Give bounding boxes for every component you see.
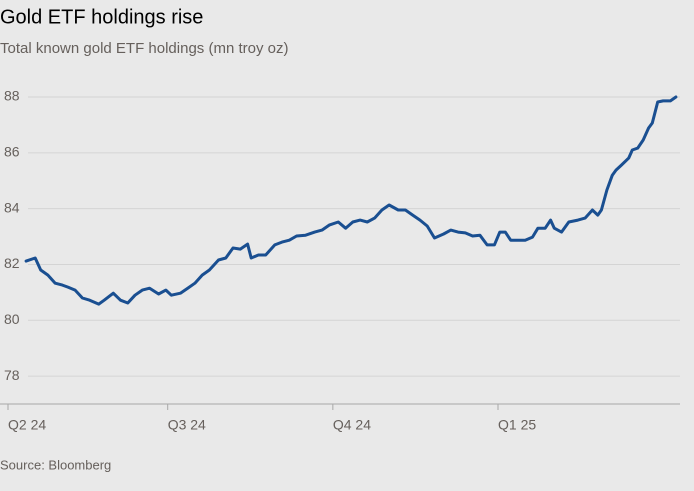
- x-tick-label: Q3 24: [168, 417, 206, 433]
- y-tick-label: 88: [4, 88, 20, 104]
- source: Source: Bloomberg: [0, 457, 111, 472]
- y-tick-label: 80: [4, 311, 20, 327]
- line: [24, 95, 678, 306]
- x-tick-label: Q4 24: [333, 417, 371, 433]
- y-tick-label: 86: [4, 144, 20, 160]
- chart-title: Gold ETF holdings rise: [0, 6, 203, 28]
- y-tick-label: 84: [4, 199, 20, 215]
- y-tick-label: 78: [4, 367, 20, 383]
- x-tick-label: Q2 24: [8, 417, 46, 433]
- x-tick-label: Q1 25: [498, 417, 536, 433]
- chart-subtitle: Total known gold ETF holdings (mn troy o…: [0, 40, 288, 57]
- y-tick-label: 82: [4, 255, 20, 271]
